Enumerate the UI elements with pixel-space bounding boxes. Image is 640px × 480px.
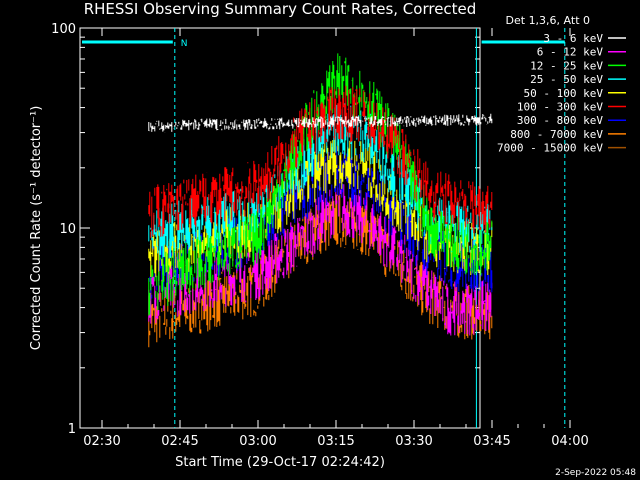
x-tick-label: 02:30 <box>83 434 120 449</box>
x-axis-label: Start Time (29-Oct-17 02:24:42) <box>175 455 385 470</box>
y-tick-label: 100 <box>51 22 76 37</box>
legend-header: Det 1,3,6, Att 0 <box>506 14 590 27</box>
x-tick-label: 03:00 <box>239 434 276 449</box>
legend-label: 6 - 12 keV <box>537 46 604 59</box>
x-tick-label: 02:45 <box>161 434 198 449</box>
x-tick-label: 03:30 <box>395 434 432 449</box>
legend-label: 12 - 25 keV <box>530 59 603 72</box>
legend-label: 800 - 7000 keV <box>510 128 603 141</box>
y-axis-label: Corrected Count Rate (s⁻¹ detector⁻¹) <box>29 106 44 351</box>
series-12-to-25kev <box>148 53 493 316</box>
legend-label: 300 - 800 keV <box>517 114 603 127</box>
legend-label: 3 - 6 keV <box>543 32 603 45</box>
generation-timestamp: 2-Sep-2022 05:48 <box>555 468 636 478</box>
legend-label: 25 - 50 keV <box>530 73 603 86</box>
x-tick-label: 03:15 <box>317 434 354 449</box>
y-tick-label: 1 <box>68 422 76 437</box>
x-tick-label: 04:00 <box>551 434 588 449</box>
series-3-to-6kev <box>148 113 493 133</box>
y-tick-label: 10 <box>59 222 76 237</box>
legend-label: 7000 - 15000 keV <box>497 142 603 155</box>
legend-label: 100 - 300 keV <box>517 101 603 114</box>
plot-frame <box>79 27 481 429</box>
x-tick-label: 03:45 <box>473 434 510 449</box>
chart-title: RHESSI Observing Summary Count Rates, Co… <box>83 0 477 18</box>
night-marker-label: N <box>181 39 188 49</box>
legend-label: 50 - 100 keV <box>524 87 604 100</box>
